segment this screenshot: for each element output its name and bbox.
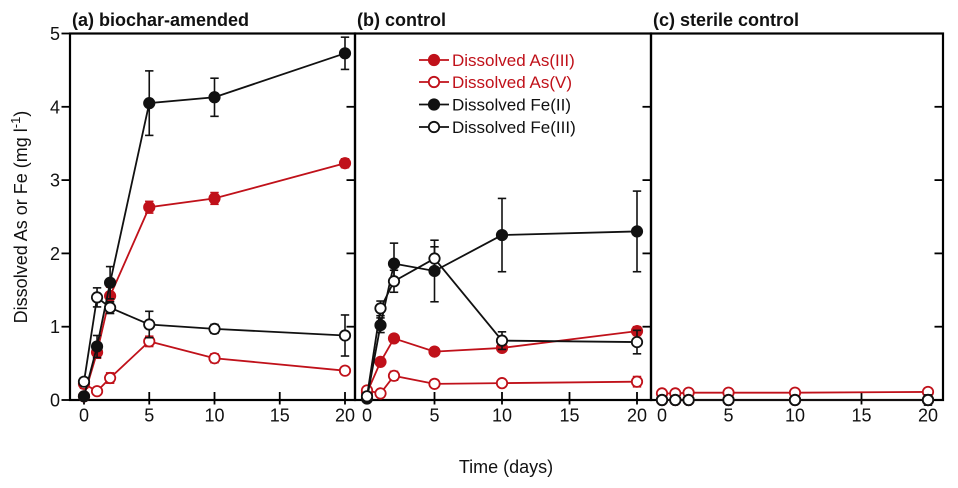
data-point-marker: [387, 369, 401, 382]
y-tick-label: 5: [50, 24, 60, 44]
series-line: [366, 257, 638, 397]
data-point-marker: [669, 393, 682, 407]
x-tick-label: 20: [918, 406, 938, 426]
data-point-marker: [682, 393, 695, 407]
series-layer: [77, 36, 935, 407]
panel-a-title: (a) biochar-amended: [72, 10, 249, 30]
text-layer: (a) biochar-amended (b) control (c) ster…: [8, 10, 799, 477]
y-axis-label-superscript: -1: [8, 117, 23, 129]
series-fe3-panel-a: [77, 287, 352, 388]
y-axis-label-close: ): [11, 111, 31, 117]
series-line: [83, 295, 346, 382]
legend-marker-as3: [427, 53, 441, 67]
x-tick-label: 5: [429, 406, 439, 426]
data-point-marker: [387, 257, 401, 270]
x-tick-label: 10: [785, 406, 805, 426]
panel-c-title: (c) sterile control: [653, 10, 799, 30]
panel-b-title: (b) control: [357, 10, 446, 30]
data-point-marker: [387, 332, 401, 345]
legend-marker-fe2: [427, 98, 441, 111]
legend-label-dissolved-as-iii: Dissolved As(III): [452, 51, 575, 70]
series-fe2-panel-a: [77, 36, 352, 403]
data-point-marker: [921, 393, 935, 407]
y-tick-label: 0: [50, 391, 60, 411]
x-tick-label: 0: [657, 406, 667, 426]
data-point-marker: [104, 301, 117, 314]
x-tick-label: 5: [144, 406, 154, 426]
series-fe3-panel-b: [360, 246, 644, 403]
y-tick-label: 4: [50, 97, 60, 117]
data-point-marker: [788, 393, 802, 407]
series-fe3-panel-c: [655, 393, 935, 407]
data-point-marker: [208, 91, 221, 104]
x-tick-label: 5: [723, 406, 733, 426]
data-point-marker: [338, 329, 352, 342]
x-tick-label: 15: [851, 406, 871, 426]
axes-ticks-layer: 0 1 2 3 4 5 0 5 10 15 20 0 5 10 15 20 0 5 10 15 20: [50, 24, 942, 426]
data-point-marker: [428, 252, 441, 265]
x-tick-label: 0: [362, 406, 372, 426]
data-point-marker: [630, 375, 644, 388]
data-point-marker: [208, 192, 221, 205]
legend-label-dissolved-fe-iii: Dissolved Fe(III): [452, 118, 576, 137]
y-tick-label: 2: [50, 244, 60, 264]
data-point-marker: [495, 228, 509, 242]
data-point-marker: [630, 335, 644, 349]
data-point-marker: [374, 355, 387, 368]
x-axis-label: Time (days): [459, 457, 553, 477]
data-point-marker: [143, 97, 156, 110]
data-point-marker: [360, 390, 374, 403]
data-point-marker: [90, 340, 104, 353]
data-point-marker: [722, 393, 735, 407]
data-point-marker: [208, 352, 221, 365]
x-tick-label: 20: [335, 406, 355, 426]
data-point-marker: [428, 345, 441, 358]
y-axis-label: Dissolved As or Fe (mg l-1): [8, 111, 31, 324]
data-point-marker: [77, 375, 91, 388]
data-point-marker: [338, 157, 352, 170]
x-tick-label: 10: [204, 406, 224, 426]
legend-label-dissolved-as-v: Dissolved As(V): [452, 73, 572, 92]
x-tick-label: 15: [270, 406, 290, 426]
data-point-marker: [90, 385, 104, 398]
data-point-marker: [104, 371, 117, 385]
data-point-marker: [338, 364, 352, 377]
x-tick-label: 20: [627, 406, 647, 426]
x-tick-label: 10: [492, 406, 512, 426]
data-point-marker: [655, 393, 669, 407]
data-point-marker: [104, 276, 117, 289]
series-line: [83, 162, 346, 397]
data-point-marker: [374, 302, 387, 315]
y-tick-label: 1: [50, 317, 60, 337]
x-tick-label: 0: [79, 406, 89, 426]
data-point-marker: [495, 377, 509, 390]
legend: Dissolved As(III) Dissolved As(V) Dissol…: [419, 51, 576, 137]
data-point-marker: [630, 225, 644, 238]
data-point-marker: [387, 275, 401, 288]
data-point-marker: [428, 377, 441, 390]
series-line: [83, 52, 346, 397]
legend-label-dissolved-fe-ii: Dissolved Fe(II): [452, 96, 571, 115]
data-point-marker: [90, 291, 104, 304]
x-tick-label: 15: [559, 406, 579, 426]
series-line: [366, 230, 638, 399]
data-point-marker: [338, 47, 352, 60]
legend-marker-fe3: [427, 120, 441, 134]
y-axis-label-main: Dissolved As or Fe (mg l: [11, 128, 31, 323]
data-point-marker: [143, 201, 156, 214]
data-point-marker: [208, 322, 221, 335]
data-point-marker: [495, 334, 509, 347]
data-point-marker: [143, 318, 156, 331]
y-tick-label: 3: [50, 171, 60, 191]
legend-symbols: [419, 53, 449, 134]
data-point-marker: [77, 390, 91, 403]
legend-marker-as5: [427, 75, 441, 89]
data-point-marker: [374, 387, 387, 400]
